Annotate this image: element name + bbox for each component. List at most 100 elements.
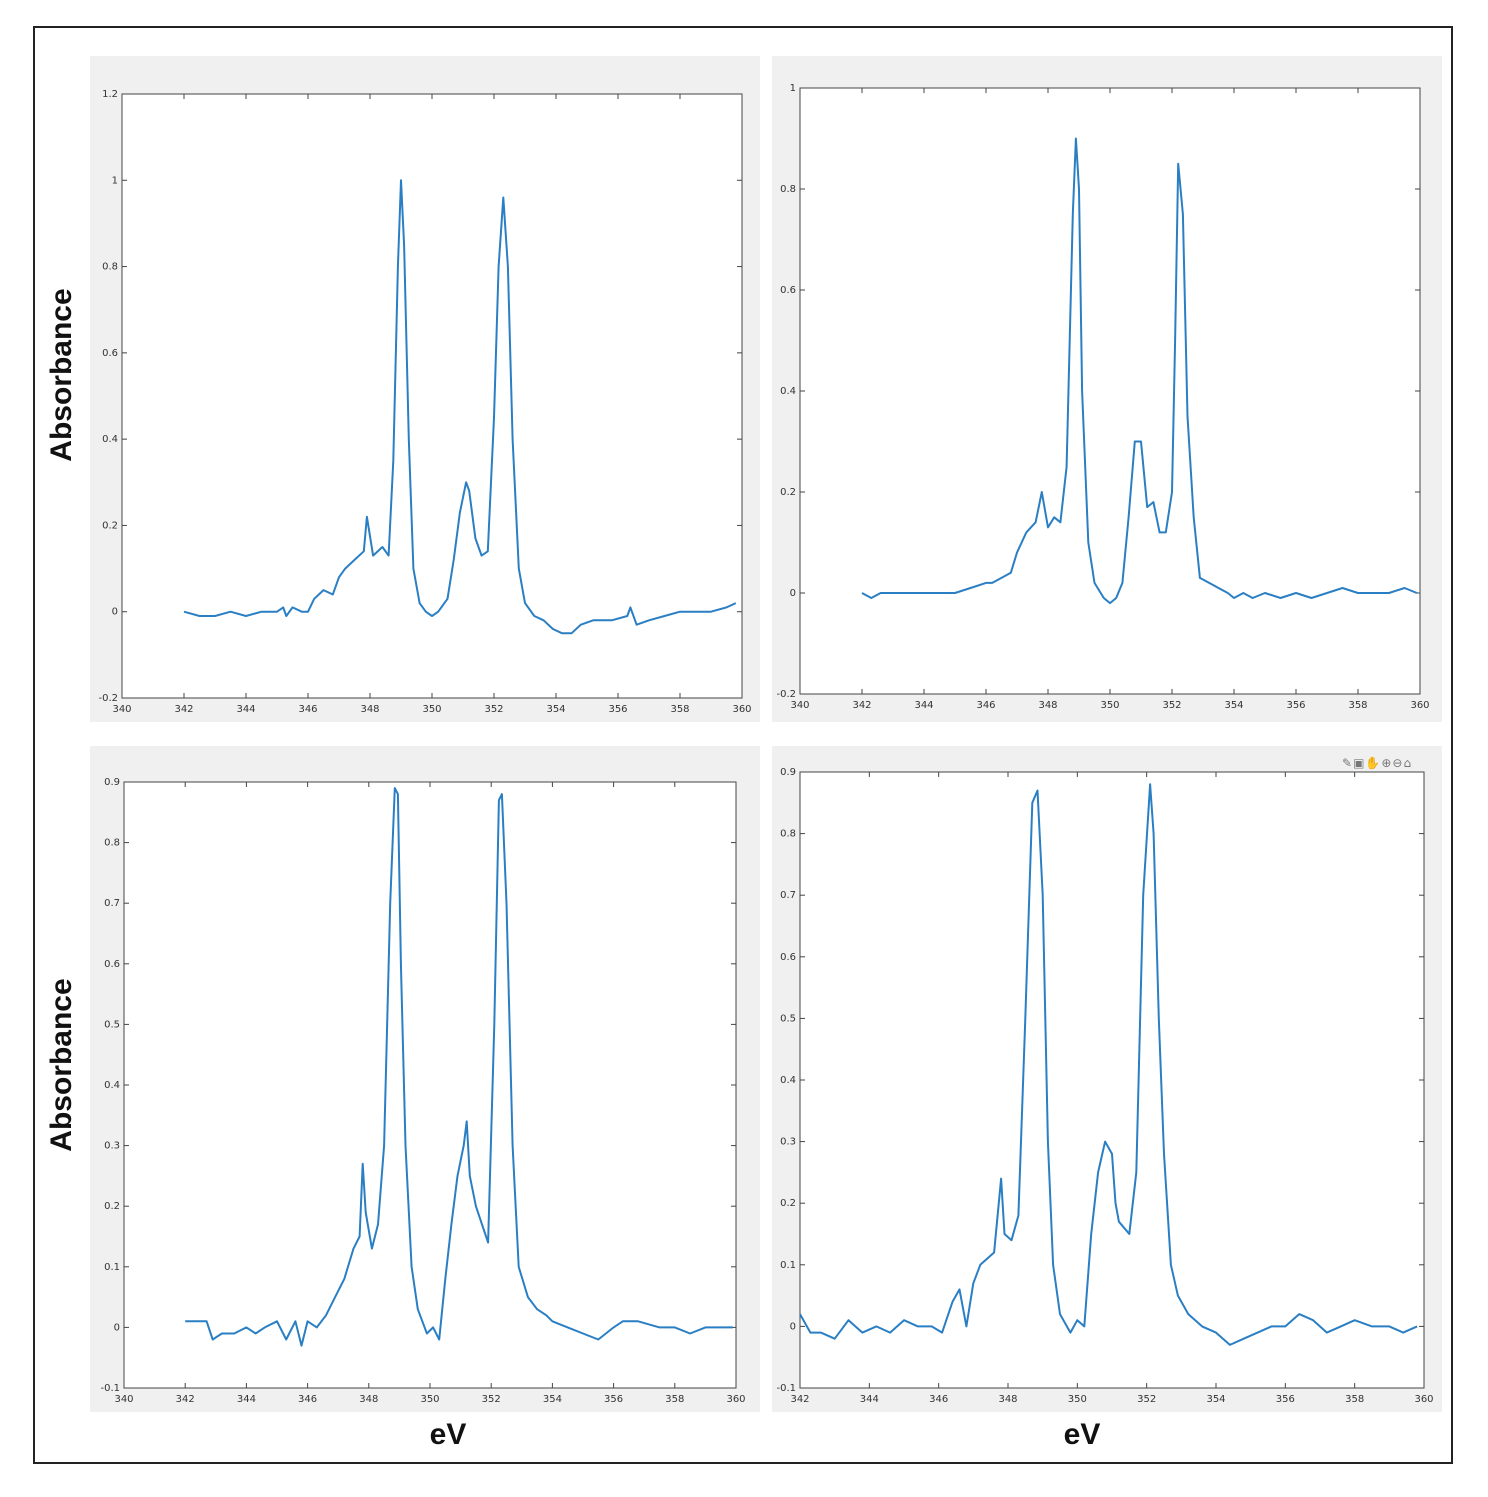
x-tick-label: 340 <box>790 700 809 711</box>
data-cursor-icon[interactable]: ▣ <box>1353 756 1366 770</box>
y-tick-label: 0 <box>112 607 118 618</box>
pencil-icon[interactable]: ✎ <box>1342 756 1354 770</box>
x-tick-label: 340 <box>112 704 131 715</box>
plot-area <box>799 771 1425 1389</box>
x-axis-label-left: eV <box>429 1418 467 1451</box>
x-tick-label: 342 <box>790 1394 809 1405</box>
chart-svg: 340 342 344 346 348 350 352 354 356 358 360 -0.1 0 0.… <box>100 777 745 1405</box>
x-tick-label: 350 <box>1068 1394 1087 1405</box>
x-tick-label: 356 <box>1286 700 1305 711</box>
chart-svg: 340 342 344 346 348 350 352 354 356 358 360 -0.2 0 0.… <box>776 83 1429 711</box>
pan-hand-icon[interactable]: ✋ <box>1365 756 1382 770</box>
y-tick-label: 0.1 <box>104 1262 120 1273</box>
x-tick-label: 344 <box>236 704 255 715</box>
x-tick-label: 354 <box>546 704 565 715</box>
plot-area <box>123 781 737 1389</box>
x-tick-label: 360 <box>732 704 751 715</box>
x-tick-label: 360 <box>726 1394 745 1405</box>
x-tick-label: 344 <box>860 1394 879 1405</box>
x-tick-label: 358 <box>665 1394 684 1405</box>
x-tick-label: 348 <box>360 704 379 715</box>
x-tick-label: 356 <box>608 704 627 715</box>
x-tick-label: 358 <box>1345 1394 1364 1405</box>
x-axis-label-right: eV <box>1063 1418 1101 1451</box>
x-tick-label: 340 <box>114 1394 133 1405</box>
y-tick-label: 0.6 <box>104 959 120 970</box>
spectrum-line <box>799 783 1418 1346</box>
x-tick-label: 358 <box>670 704 689 715</box>
y-tick-label: -0.1 <box>776 1383 796 1394</box>
y-tick-label: 0.8 <box>104 838 120 849</box>
y-tick-label: 0.2 <box>780 1198 796 1209</box>
x-tick-label: 356 <box>604 1394 623 1405</box>
y-tick-label: 0.3 <box>104 1141 120 1152</box>
x-tick-label: 348 <box>998 1394 1017 1405</box>
x-tick-label: 346 <box>298 704 317 715</box>
x-tick-label: 354 <box>1224 700 1243 711</box>
y-tick-label: 0.8 <box>780 829 796 840</box>
y-tick-label: 0.5 <box>104 1019 120 1030</box>
y-tick-label: 0 <box>114 1322 120 1333</box>
x-tick-label: 358 <box>1348 700 1367 711</box>
x-tick-label: 352 <box>484 704 503 715</box>
x-tick-label: 342 <box>176 1394 195 1405</box>
x-tick-label: 348 <box>1038 700 1057 711</box>
x-tick-label: 350 <box>420 1394 439 1405</box>
x-tick-label: 344 <box>914 700 933 711</box>
x-tick-label: 352 <box>1137 1394 1156 1405</box>
x-tick-label: 346 <box>929 1394 948 1405</box>
y-axis-label-top: Absorbance <box>45 288 78 462</box>
x-tick-label: 342 <box>852 700 871 711</box>
x-tick-label: 342 <box>174 704 193 715</box>
y-tick-label: 0 <box>790 588 796 599</box>
chart-panel-top-left: 340 342 344 346 348 350 352 354 356 358 360 -0.2 0 0.… <box>90 56 760 722</box>
y-tick-label: 0.4 <box>780 1075 796 1086</box>
x-tick-label: 344 <box>237 1394 256 1405</box>
y-tick-label: 0.7 <box>780 890 796 901</box>
y-tick-label: 1 <box>790 83 796 94</box>
y-tick-label: 0.4 <box>780 386 796 397</box>
y-tick-label: -0.2 <box>776 689 796 700</box>
x-tick-label: 352 <box>1162 700 1181 711</box>
x-tick-label: 346 <box>298 1394 317 1405</box>
chart-svg: 340 342 344 346 348 350 352 354 356 358 360 -0.2 0 0.… <box>98 89 751 715</box>
x-tick-label: 356 <box>1276 1394 1295 1405</box>
zoom-in-icon[interactable]: ⊕ <box>1381 756 1393 770</box>
home-icon[interactable]: ⌂ <box>1403 756 1413 770</box>
y-tick-label: 0.8 <box>780 184 796 195</box>
x-tick-label: 352 <box>482 1394 501 1405</box>
x-tick-label: 348 <box>359 1394 378 1405</box>
y-tick-label: 1.2 <box>102 89 118 100</box>
y-tick-label: 0.1 <box>780 1260 796 1271</box>
y-tick-label: 0.2 <box>104 1201 120 1212</box>
spectrum-line <box>183 179 737 635</box>
y-tick-label: 0.6 <box>102 348 118 359</box>
y-tick-label: 0.9 <box>104 777 120 788</box>
zoom-out-icon[interactable]: ⊖ <box>1392 756 1404 770</box>
spectrum-line <box>861 137 1418 605</box>
spectrum-line <box>185 787 733 1347</box>
y-tick-label: 0.7 <box>104 898 120 909</box>
y-tick-label: 0.3 <box>780 1137 796 1148</box>
plot-toolbar[interactable]: ✎▣✋⊕⊖⌂ <box>1342 756 1412 770</box>
y-tick-label: 0.4 <box>102 434 118 445</box>
chart-panel-bottom-right: 342 344 346 348 350 352 354 356 358 360 -0.1 0 0.1 0.… <box>772 746 1442 1412</box>
x-tick-label: 350 <box>1100 700 1119 711</box>
x-tick-label: 350 <box>422 704 441 715</box>
plot-area <box>121 93 743 699</box>
y-tick-label: -0.1 <box>100 1383 120 1394</box>
y-tick-label: 0.6 <box>780 952 796 963</box>
y-tick-label: 0.2 <box>780 487 796 498</box>
x-tick-label: 346 <box>976 700 995 711</box>
chart-panel-top-right: 340 342 344 346 348 350 352 354 356 358 360 -0.2 0 0.… <box>772 56 1442 722</box>
x-tick-label: 360 <box>1410 700 1429 711</box>
y-tick-label: 0.9 <box>780 767 796 778</box>
y-tick-label: 0 <box>790 1321 796 1332</box>
y-tick-label: 0.2 <box>102 520 118 531</box>
chart-panel-bottom-left: 340 342 344 346 348 350 352 354 356 358 360 -0.1 0 0.… <box>90 746 760 1412</box>
y-tick-label: 0.8 <box>102 262 118 273</box>
y-tick-label: 0.6 <box>780 285 796 296</box>
y-tick-label: 0.4 <box>104 1080 120 1091</box>
y-tick-label: 1 <box>112 175 118 186</box>
x-tick-label: 354 <box>543 1394 562 1405</box>
